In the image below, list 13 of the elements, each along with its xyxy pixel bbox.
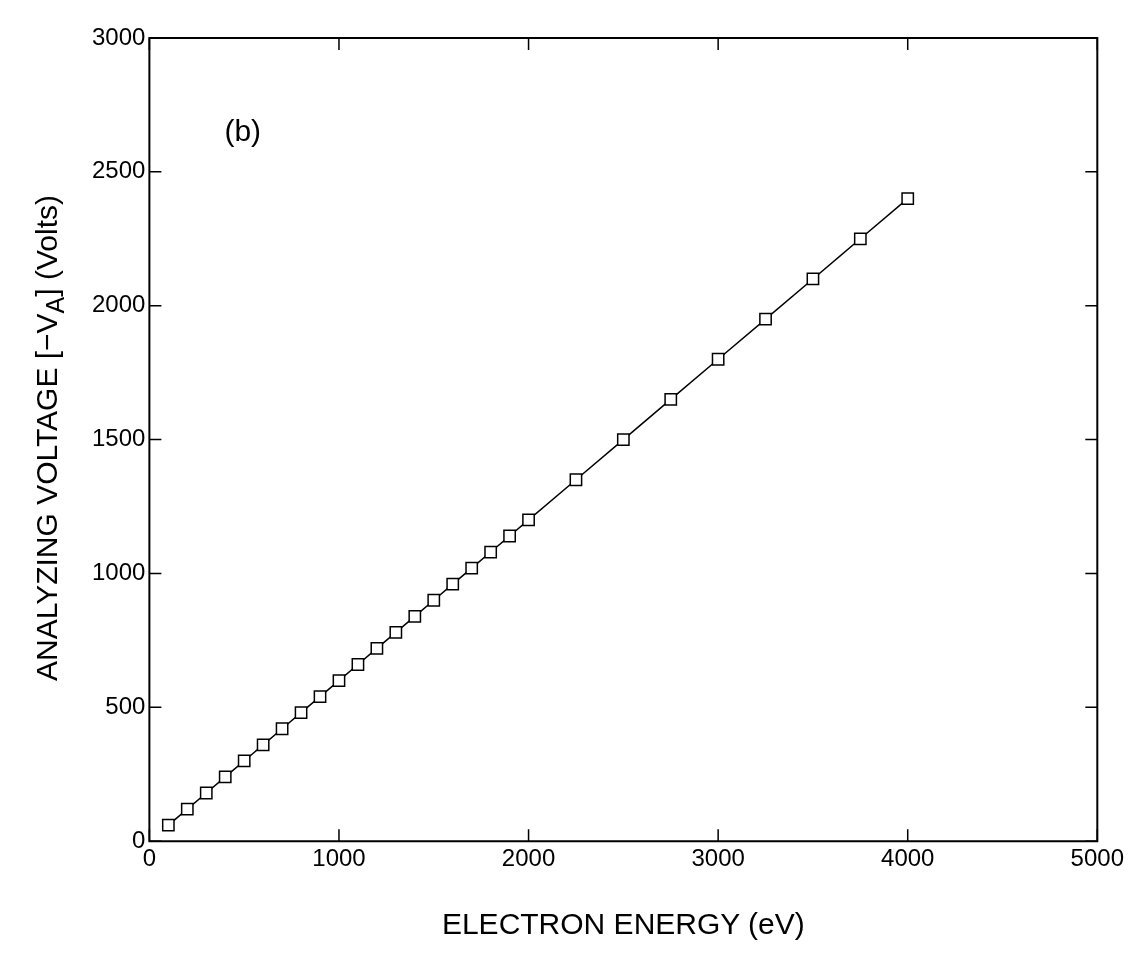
y-tick-label: 3000 — [92, 22, 146, 50]
y-tick-label: 2000 — [92, 290, 146, 318]
annotation: (b) — [224, 114, 262, 148]
x-tick-label: 5000 — [1070, 844, 1124, 872]
x-tick-label: 1000 — [312, 844, 366, 872]
x-axis-title: ELECTRON ENERGY (eV) — [441, 907, 805, 941]
y-tick-label: 1500 — [92, 424, 146, 452]
y-tick-label: 500 — [105, 691, 146, 719]
y-tick-label: 2500 — [92, 156, 146, 184]
x-tick-label: 2000 — [501, 844, 556, 872]
x-tick-label: 3000 — [691, 844, 745, 872]
y-tick-label: 1000 — [92, 558, 146, 586]
x-tick-label: 4000 — [881, 844, 935, 872]
